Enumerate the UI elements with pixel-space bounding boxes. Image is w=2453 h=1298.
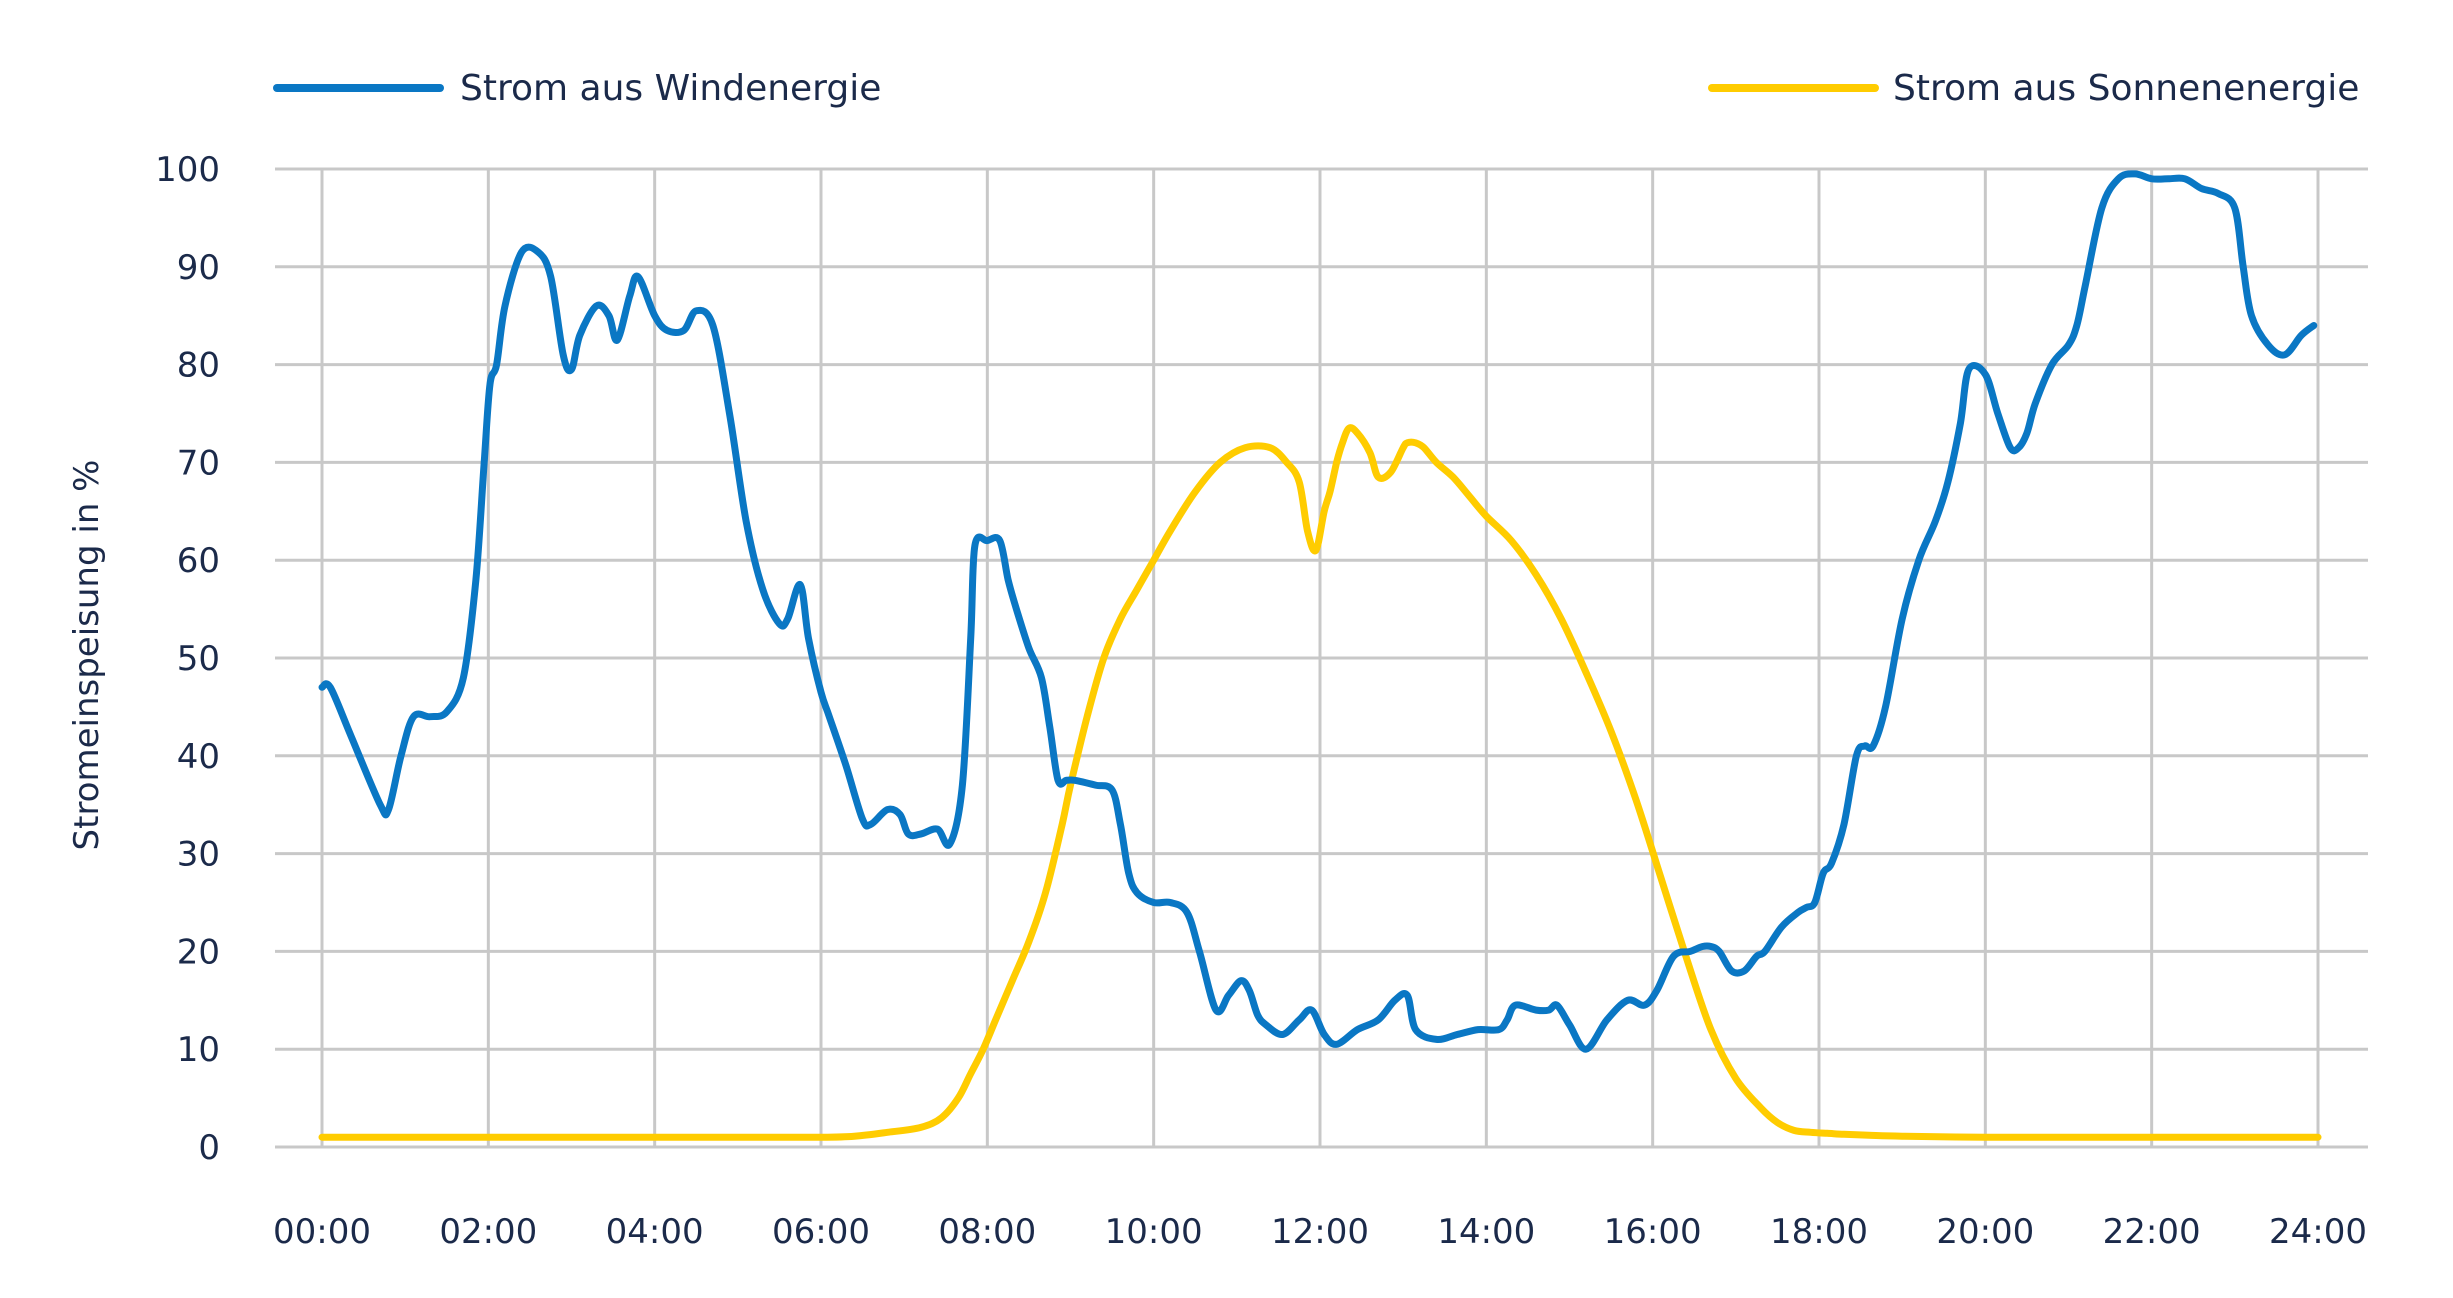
legend-label-solar: Strom aus Sonnenenergie — [1893, 68, 2359, 109]
legend-label-wind: Strom aus Windenergie — [460, 68, 881, 109]
y-tick-label: 30 — [177, 835, 220, 875]
x-tick-label: 22:00 — [2103, 1212, 2201, 1252]
y-tick-label: 40 — [177, 737, 220, 777]
y-tick-label: 0 — [198, 1128, 220, 1168]
x-tick-label: 04:00 — [606, 1212, 704, 1252]
y-tick-label: 50 — [177, 639, 220, 679]
x-tick-label: 02:00 — [439, 1212, 537, 1252]
x-tick-label: 12:00 — [1271, 1212, 1369, 1252]
series-lines — [318, 170, 2322, 1141]
y-tick-label: 60 — [177, 541, 220, 581]
x-tick-label: 18:00 — [1770, 1212, 1868, 1252]
x-tick-label: 06:00 — [772, 1212, 870, 1252]
y-tick-label: 20 — [177, 932, 220, 972]
x-tick-label: 20:00 — [1936, 1212, 2034, 1252]
x-tick-label: 00:00 — [273, 1212, 371, 1252]
y-tick-label: 90 — [177, 248, 220, 288]
x-tick-label: 14:00 — [1437, 1212, 1535, 1252]
series-line-wind — [318, 170, 2318, 1053]
y-axis-title: Stromeinspeisung in % — [67, 460, 107, 851]
x-tick-label: 08:00 — [938, 1212, 1036, 1252]
x-tick-label: 24:00 — [2269, 1212, 2367, 1252]
y-tick-label: 80 — [177, 346, 220, 386]
x-tick-label: 16:00 — [1604, 1212, 1702, 1252]
y-tick-label: 70 — [177, 443, 220, 483]
y-axis-ticks: 0 10 20 30 40 50 60 70 80 90 100 — [155, 150, 220, 1168]
legend: Strom aus Windenergie Strom aus Sonnenen… — [273, 68, 2359, 109]
y-tick-label: 100 — [155, 150, 220, 190]
series-line-solar — [318, 424, 2322, 1141]
grid — [275, 167, 2368, 1149]
y-tick-label: 10 — [177, 1030, 220, 1070]
x-tick-label: 10:00 — [1105, 1212, 1203, 1252]
x-axis-ticks: 00:00 02:00 04:00 06:00 08:00 10:00 12:00 14:00… — [273, 1212, 2367, 1252]
